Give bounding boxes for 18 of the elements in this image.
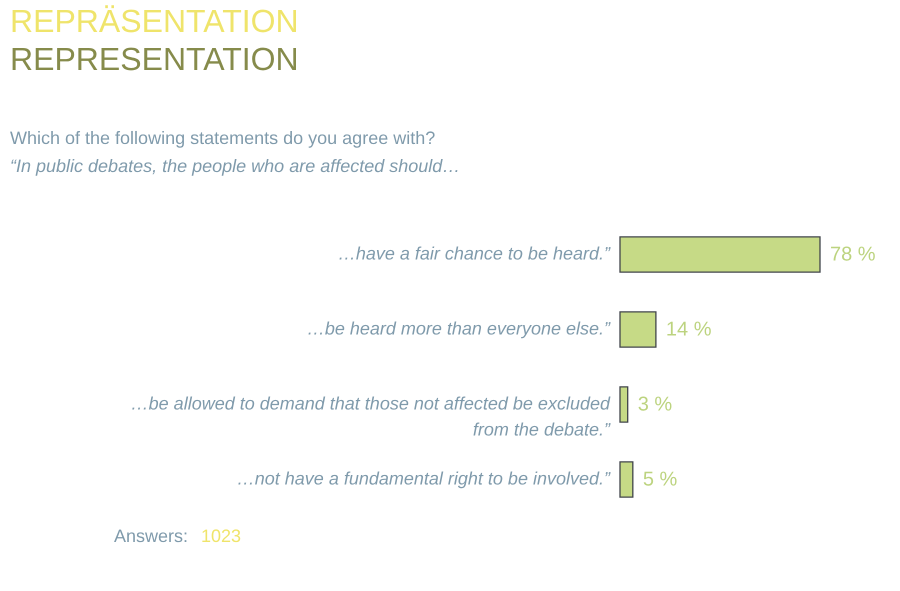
y-tick-label: …be heard more than everyone else.” bbox=[306, 318, 612, 338]
y-tick-label: …not have a fundamental right to be involved.” bbox=[236, 468, 611, 488]
bar bbox=[619, 386, 628, 423]
text: Answers: bbox=[114, 526, 188, 546]
bar bbox=[619, 311, 657, 348]
text: REPRESENTATION bbox=[10, 41, 299, 77]
data-label: 78 % bbox=[830, 244, 876, 266]
data-label: 14 % bbox=[666, 318, 712, 340]
y-tick-label: …be allowed to demand that those not affected be excluded from the debate.” bbox=[130, 394, 611, 440]
bar bbox=[619, 236, 821, 273]
text: “In public debates, the people who are affected should… bbox=[10, 156, 460, 176]
text: Which of the following statements do you agree with? bbox=[10, 128, 436, 148]
text: REPRÄSENTATION bbox=[10, 3, 299, 39]
bar bbox=[619, 461, 634, 498]
data-label: 5 % bbox=[642, 468, 678, 490]
data-label: 3 % bbox=[638, 394, 672, 416]
y-tick-label: …have a fair chance to be heard.” bbox=[338, 244, 611, 264]
text: 1023 bbox=[201, 526, 242, 546]
